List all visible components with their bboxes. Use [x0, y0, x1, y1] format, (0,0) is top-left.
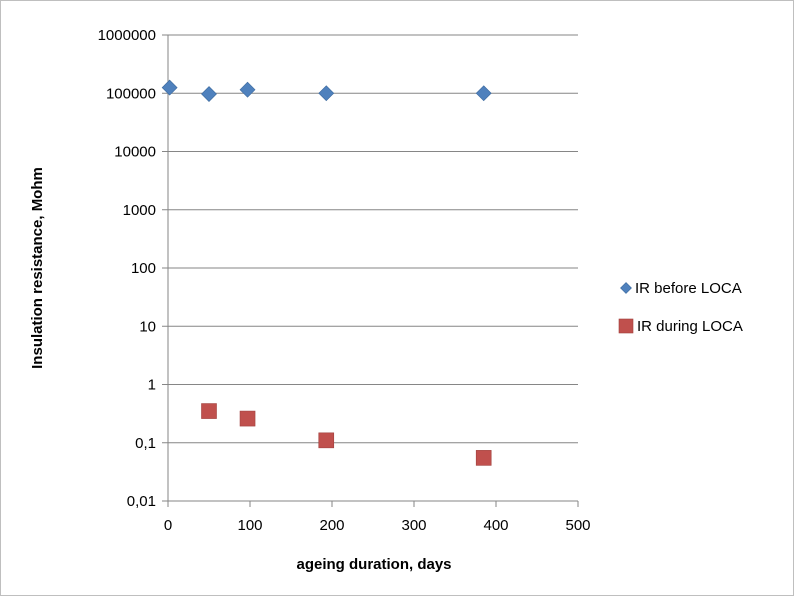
data-point-ir-during-loca [318, 432, 335, 449]
x-axis-title: ageing duration, days [296, 556, 451, 573]
y-tick-label: 0,01 [127, 493, 156, 510]
data-point-ir-before-loca [475, 85, 492, 102]
x-tick-label: 500 [565, 517, 590, 534]
axes [162, 34, 579, 507]
legend-diamond-icon [620, 282, 632, 294]
legend-entry: IR during LOCA [618, 318, 743, 335]
legend-label: IR during LOCA [637, 318, 743, 335]
data-point-ir-during-loca [475, 450, 492, 466]
y-tick-label: 1000000 [98, 27, 156, 44]
data-point-ir-before-loca [201, 86, 217, 102]
x-tick-label: 0 [164, 517, 172, 534]
gridlines [168, 34, 578, 444]
y-tick-label: 100 [131, 260, 156, 277]
y-tick-labels: 0,01 0,1 1 10 100 1000 10000 100000 1000000 [98, 27, 156, 510]
legend-square-icon [618, 318, 634, 334]
x-tick-label: 400 [483, 517, 508, 534]
legend: IR before LOCA IR during LOCA [618, 280, 743, 335]
x-tick-labels: 0 100 200 300 400 500 [164, 517, 591, 534]
y-axis-title: Insulation resistance, Mohm [29, 167, 46, 369]
data-point-ir-before-loca [239, 81, 256, 98]
y-tick-label: 1000 [123, 202, 156, 219]
data-point-ir-before-loca [318, 85, 335, 102]
x-tick-label: 200 [319, 517, 344, 534]
y-tick-label: 10000 [114, 144, 156, 161]
y-tick-label: 0,1 [135, 435, 156, 452]
y-tick-label: 100000 [106, 85, 156, 102]
legend-entry: IR before LOCA [620, 280, 742, 297]
x-tick-label: 300 [401, 517, 426, 534]
data-point-ir-before-loca [161, 79, 178, 96]
data-point-ir-during-loca [201, 403, 217, 419]
y-tick-label: 10 [139, 318, 156, 335]
x-tick-label: 100 [237, 517, 262, 534]
y-tick-label: 1 [148, 377, 156, 394]
data-point-ir-during-loca [239, 410, 256, 427]
legend-label: IR before LOCA [635, 280, 742, 297]
data-points [161, 79, 492, 466]
